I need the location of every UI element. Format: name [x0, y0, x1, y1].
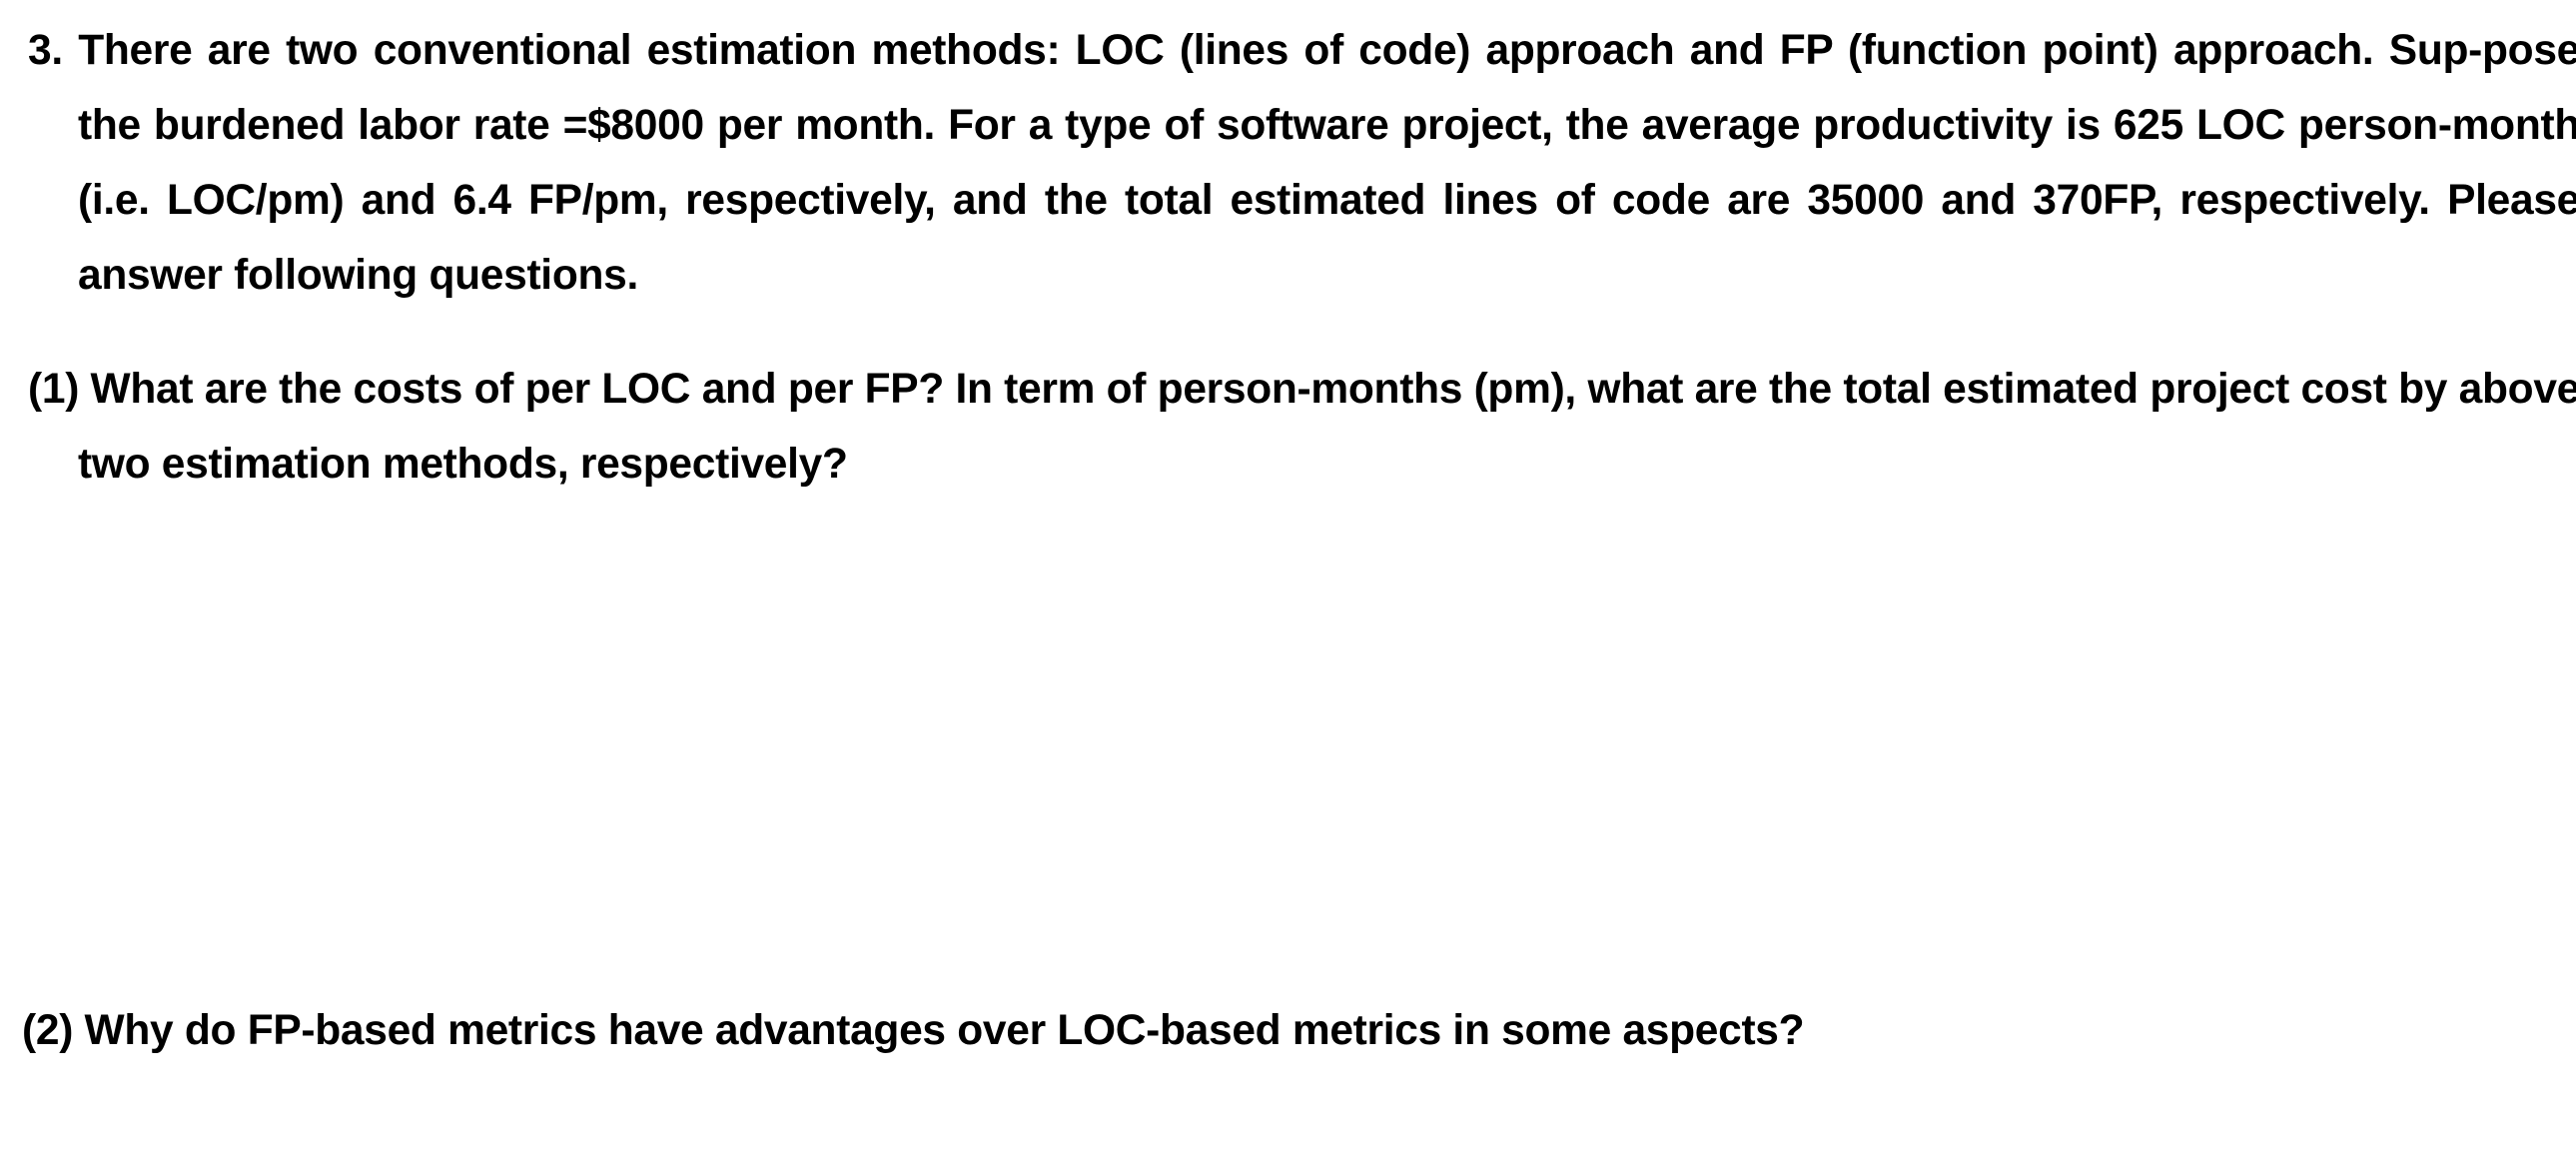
question-3-text: 3. There are two conventional estimation… — [28, 27, 2576, 299]
answer-space-1 — [28, 510, 2530, 979]
subquestion-2-text: (2) Why do FP-based metrics have advanta… — [22, 1007, 1805, 1054]
answer-space-2 — [28, 1074, 2530, 1154]
subquestion-1-text: (1) What are the costs of per LOC and pe… — [28, 366, 2576, 488]
